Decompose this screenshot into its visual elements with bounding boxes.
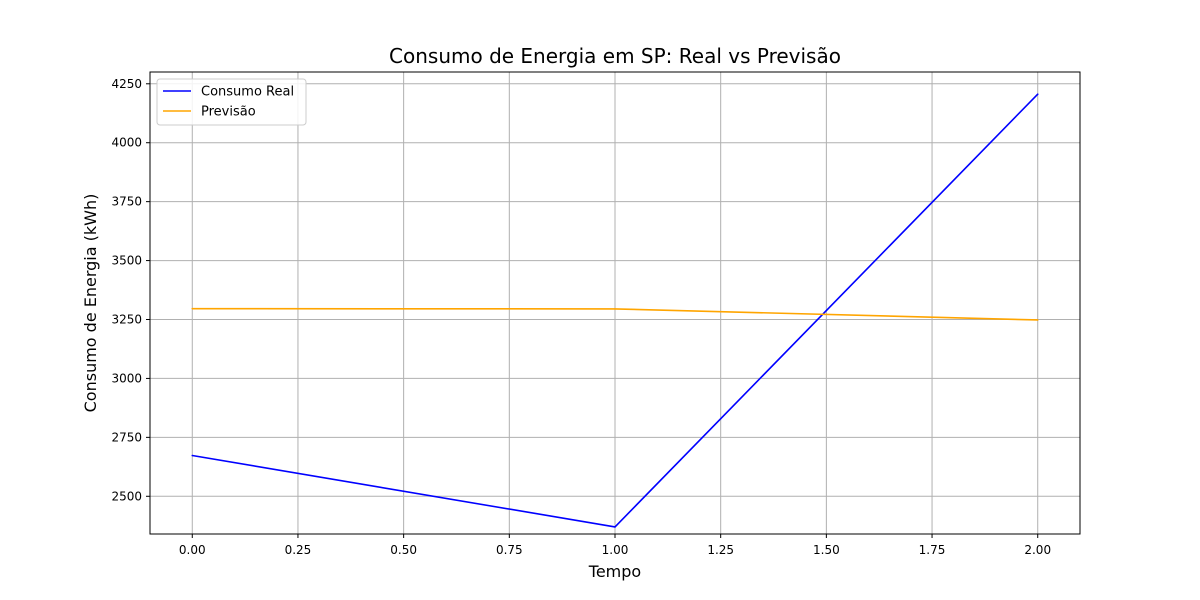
x-tick-label: 0.50 [390,543,417,557]
data-point [1036,93,1039,95]
y-tick-label: 3000 [111,371,142,385]
y-tick-label: 3750 [111,195,142,209]
data-point [614,526,616,528]
y-tick-label: 2750 [111,430,142,444]
data-point [1036,319,1039,321]
x-tick-label: 0.00 [179,543,206,557]
series-lines [191,93,1039,528]
legend-label: Previsão [201,105,256,120]
x-tick-label: 1.50 [813,543,840,557]
data-point [614,308,616,310]
x-tick-label: 1.25 [707,543,734,557]
y-axis-title: Consumo de Energia (kWh) [81,194,100,413]
y-tick-label: 4000 [111,136,142,150]
legend-label: Consumo Real [201,85,294,100]
data-point [191,454,194,457]
y-tick-label: 3500 [111,254,142,268]
x-tick-label: 1.00 [602,543,629,557]
chart-title: Consumo de Energia em SP: Real vs Previs… [389,44,841,68]
x-tick-label: 2.00 [1024,543,1051,557]
x-tick-label: 0.75 [496,543,523,557]
y-tick-label: 2500 [111,489,142,503]
legend-box [156,78,307,126]
y-tick-label: 3250 [111,313,142,327]
data-point [191,307,194,310]
y-tick-label: 4250 [111,77,142,91]
x-tick-label: 1.75 [919,543,946,557]
x-axis-title: Tempo [588,562,641,581]
x-tick-label: 0.25 [285,543,312,557]
axis-ticks: 0.00 0.25 0.50 0.75 1.00 1.25 1.50 1.75 2.00 2500… [111,77,1051,557]
legend: Consumo Real Previsão [156,78,307,126]
grid [150,72,1080,534]
